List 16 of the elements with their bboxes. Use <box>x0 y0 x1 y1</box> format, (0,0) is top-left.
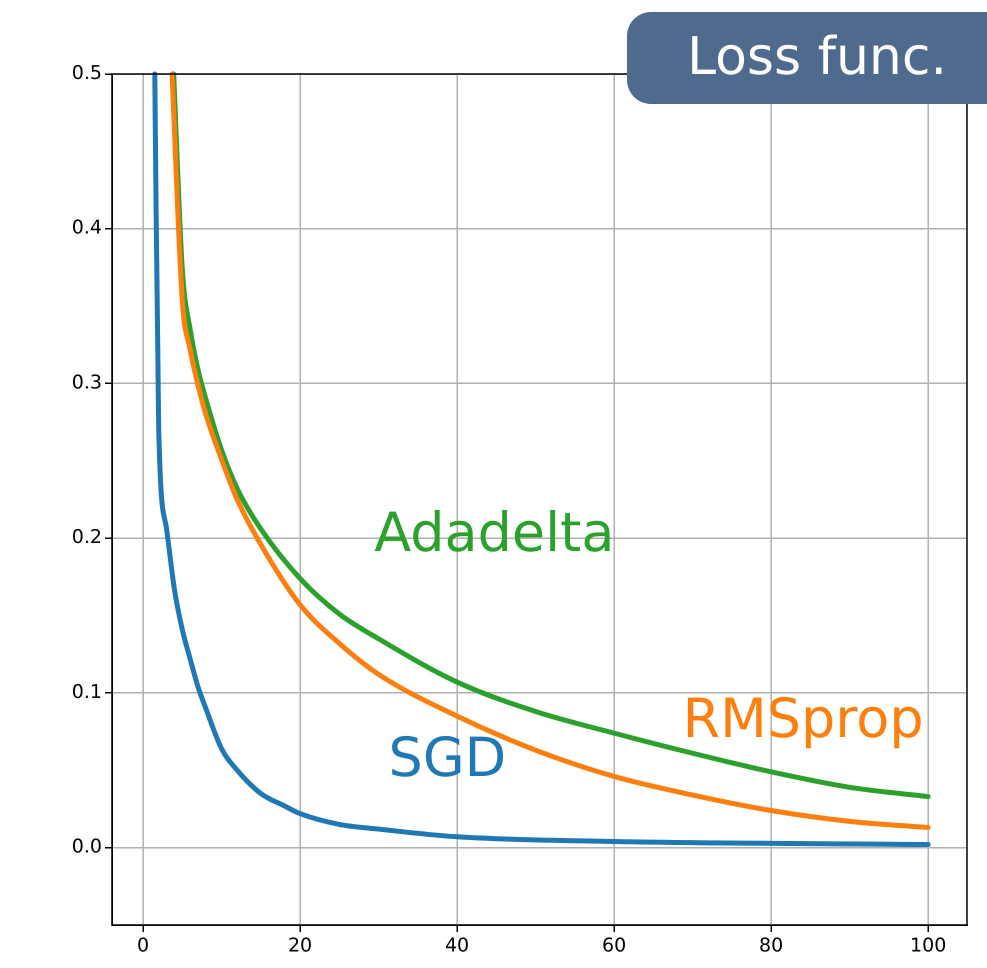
x-tick-label: 80 <box>759 934 784 956</box>
x-tick-label: 60 <box>602 934 626 956</box>
y-tick-label: 0.1 <box>72 680 102 703</box>
series-label: Adadelta <box>374 501 614 564</box>
x-tick-label: 40 <box>444 934 470 956</box>
y-tick-label: 0.0 <box>72 836 102 858</box>
series-label: RMSprop <box>682 687 924 750</box>
y-tick-label: 0.2 <box>72 526 102 548</box>
series-label: SGD <box>388 726 506 790</box>
y-tick-label: 0.5 <box>72 62 102 84</box>
x-tick-label: 0 <box>136 934 150 956</box>
x-tick-label: 20 <box>288 934 312 956</box>
y-tick-label: 0.3 <box>72 371 102 394</box>
x-tick-label: 100 <box>910 934 946 956</box>
chart-title: Loss func. <box>627 12 987 104</box>
y-tick-label: 0.4 <box>72 216 102 239</box>
